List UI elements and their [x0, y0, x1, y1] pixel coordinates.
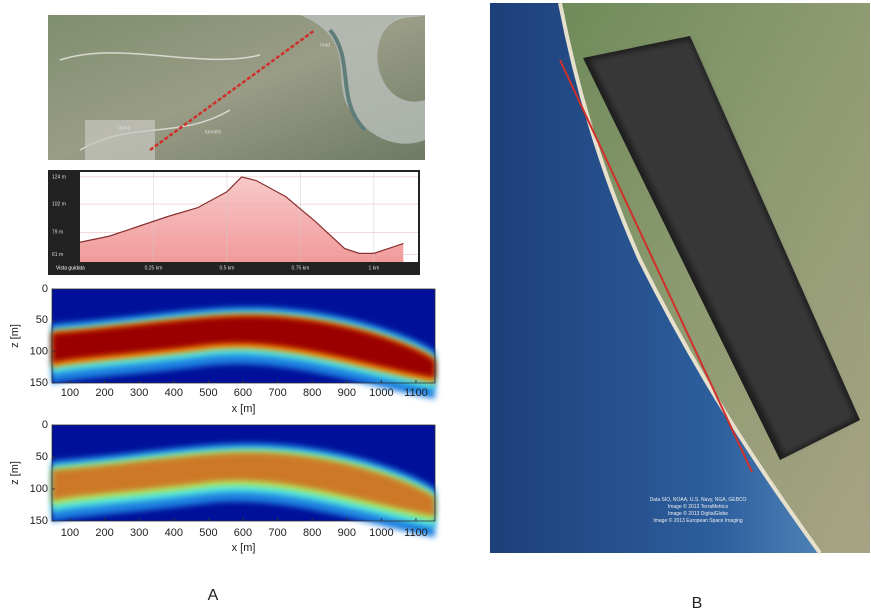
- x-tick-label: 900: [338, 527, 356, 539]
- x-axis-label: x [m]: [232, 542, 256, 554]
- x-tick-label: 700: [268, 387, 286, 399]
- radargram-image: 100 200 300 400 500 600 700 800 900 1000 1100 0 50 10…: [9, 283, 435, 415]
- x-tick-label: 800: [303, 527, 321, 539]
- y-tick-label: 102 m: [52, 201, 66, 207]
- y-tick-label: 100: [30, 346, 48, 358]
- x-tick-label: 1000: [369, 387, 393, 399]
- y-tick-label: 124 m: [52, 174, 66, 180]
- x-tick-label: 600: [234, 387, 252, 399]
- map-label: dump: [118, 125, 131, 131]
- y-tick-label: 150: [30, 377, 48, 389]
- x-tick-label: 1 km: [368, 265, 379, 271]
- x-tick-label: 300: [130, 387, 148, 399]
- y-axis-label: z [m]: [9, 461, 21, 485]
- x-tick-label: 500: [199, 387, 217, 399]
- x-tick-label: 1100: [404, 527, 428, 539]
- x-tick-label: 1100: [404, 387, 428, 399]
- panel-label: B: [692, 595, 703, 612]
- x-tick-label: 100: [61, 527, 79, 539]
- y-tick-label: 61 m: [52, 252, 63, 258]
- x-tick-label: 0.75 km: [292, 265, 310, 271]
- x-tick-label: 200: [95, 387, 113, 399]
- y-tick-label: 0: [42, 419, 48, 431]
- y-tick-label: 50: [36, 451, 48, 463]
- y-axis-label: z [m]: [9, 324, 21, 348]
- x-tick-label: 200: [95, 527, 113, 539]
- x-tick-label: 100: [61, 387, 79, 399]
- x-tick-label: 0.25 km: [145, 265, 163, 271]
- x-tick-label: 1000: [369, 527, 393, 539]
- x-tick-label: 500: [199, 527, 217, 539]
- attribution-line: Data SIO, NOAA, U.S. Navy, NGA, GEBCO: [650, 497, 747, 503]
- x-tick-label: 600: [234, 527, 252, 539]
- aerial-photo: dump tunnels road: [48, 15, 425, 160]
- attribution-line: Image © 2013 TerraMetrics: [668, 503, 729, 510]
- map-label: road: [320, 42, 330, 48]
- guided-tour-button: Vista guidata: [56, 265, 85, 271]
- y-tick-label: 150: [30, 515, 48, 527]
- y-tick-label: 0: [42, 283, 48, 295]
- x-axis-label: x [m]: [232, 403, 256, 415]
- x-tick-label: 0.5 km: [219, 265, 234, 271]
- y-tick-label: 100: [30, 483, 48, 495]
- x-tick-label: 400: [165, 387, 183, 399]
- panel-label: A: [208, 587, 219, 604]
- y-tick-label: 50: [36, 314, 48, 326]
- figure: dump tunnels road 124 m 102 m 79 m 61 m 0.25…: [0, 0, 871, 616]
- attribution-line: Image © 2013 European Space Imaging: [653, 517, 743, 524]
- map-label: tunnels: [205, 129, 222, 135]
- radargram-image: 100 200 300 400 500 600 700 800 900 1000 1100 0 50 10…: [9, 419, 435, 554]
- x-tick-label: 900: [338, 387, 356, 399]
- y-tick-label: 79 m: [52, 230, 63, 236]
- attribution-line: Image © 2013 DigitalGlobe: [668, 510, 728, 517]
- x-tick-label: 400: [165, 527, 183, 539]
- x-tick-label: 300: [130, 527, 148, 539]
- x-tick-label: 800: [303, 387, 321, 399]
- satellite-image: [490, 3, 870, 553]
- x-tick-label: 700: [268, 527, 286, 539]
